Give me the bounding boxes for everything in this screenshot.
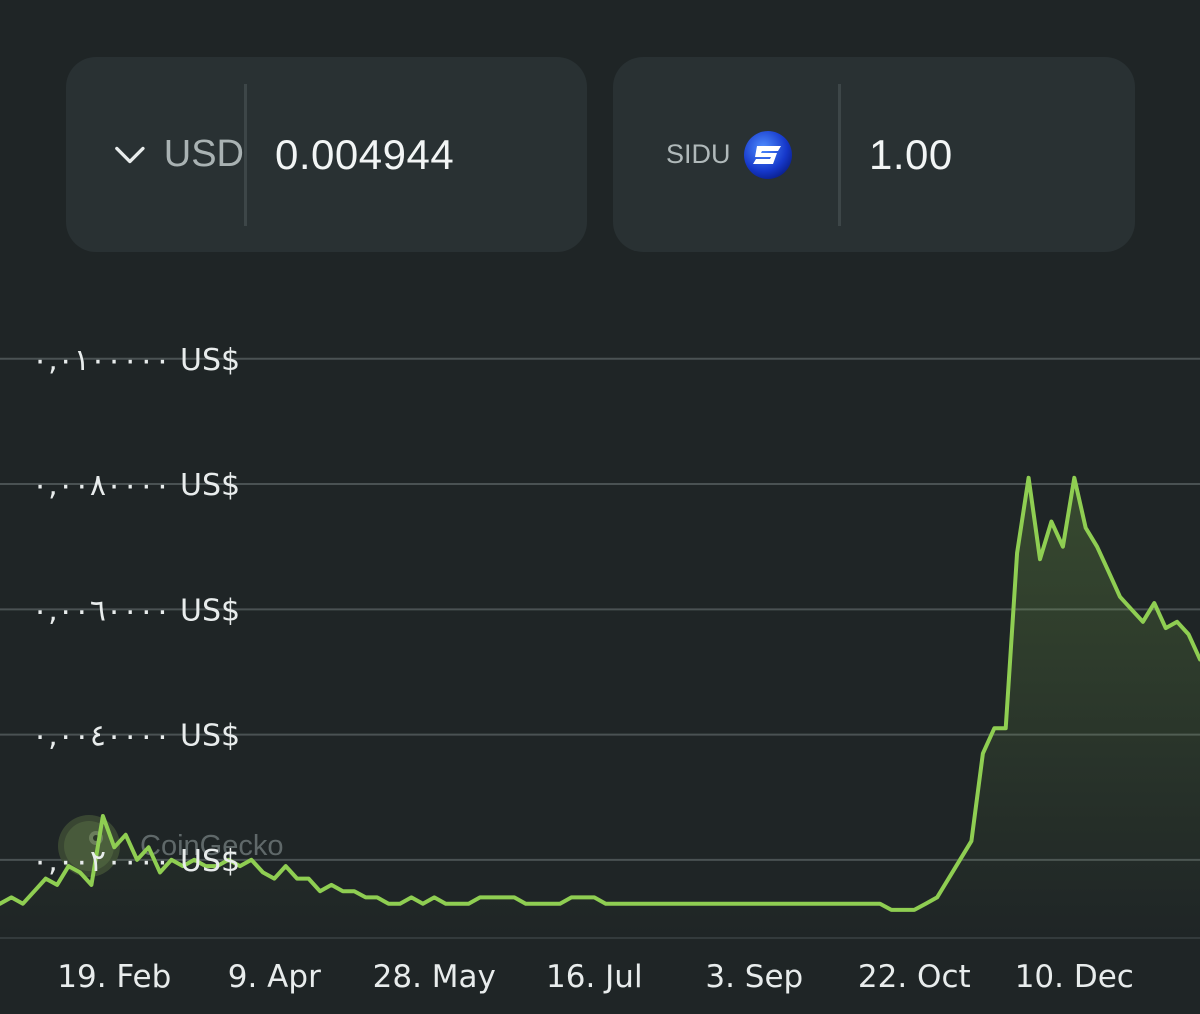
watermark-text: CoinGecko <box>140 830 283 862</box>
y-tick-label: ٠,٠٠٨٠٠٠٠ US$ <box>32 468 240 503</box>
sidus-logo-icon <box>743 130 792 179</box>
y-tick-label: ٠,٠٠٤٠٠٠٠ US$ <box>32 719 240 754</box>
x-tick-label: 16. Jul <box>546 959 643 995</box>
coin-currency-select[interactable]: SIDU <box>613 57 838 252</box>
price-line <box>0 475 1200 912</box>
fiat-converter-card: USD 0.004944 <box>66 57 587 252</box>
coin-amount-input[interactable]: 1.00 <box>869 130 953 178</box>
price-area <box>0 477 1200 935</box>
y-tick-label: ٠,٠٠٦٠٠٠٠ US$ <box>32 593 240 628</box>
coin-currency-code: SIDU <box>666 139 731 169</box>
fiat-amount-input[interactable]: 0.004944 <box>275 130 455 178</box>
x-tick-label: 22. Oct <box>858 959 971 995</box>
y-tick-label: ٠,٠١٠٠٠٠٠ US$ <box>32 343 240 378</box>
x-tick-label: 3. Sep <box>705 959 803 995</box>
chevron-down-icon[interactable] <box>114 144 146 166</box>
x-axis-labels: 19. Feb 9. Apr 28. May 16. Jul 3. Sep 22. Oct… <box>57 959 1134 995</box>
x-tick-label: 28. May <box>373 959 496 995</box>
fiat-currency-code: USD <box>163 133 244 175</box>
x-tick-label: 19. Feb <box>57 959 171 995</box>
coin-converter-card: SIDU 1.00 <box>613 57 1135 252</box>
y-tick-label: ٠,٠٠٢٠٠٠٠ US$ <box>32 844 240 879</box>
x-tick-label: 10. Dec <box>1015 959 1134 995</box>
fiat-divider <box>244 83 247 226</box>
x-tick-label: 9. Apr <box>228 959 321 995</box>
fiat-currency-select[interactable]: USD <box>66 57 244 252</box>
y-axis-labels: ٠,٠٠٢٠٠٠٠ US$ ٠,٠٠٤٠٠٠٠ US$ ٠,٠٠٦٠٠٠٠ US$ ٠… <box>32 343 240 879</box>
coin-divider <box>838 83 841 226</box>
